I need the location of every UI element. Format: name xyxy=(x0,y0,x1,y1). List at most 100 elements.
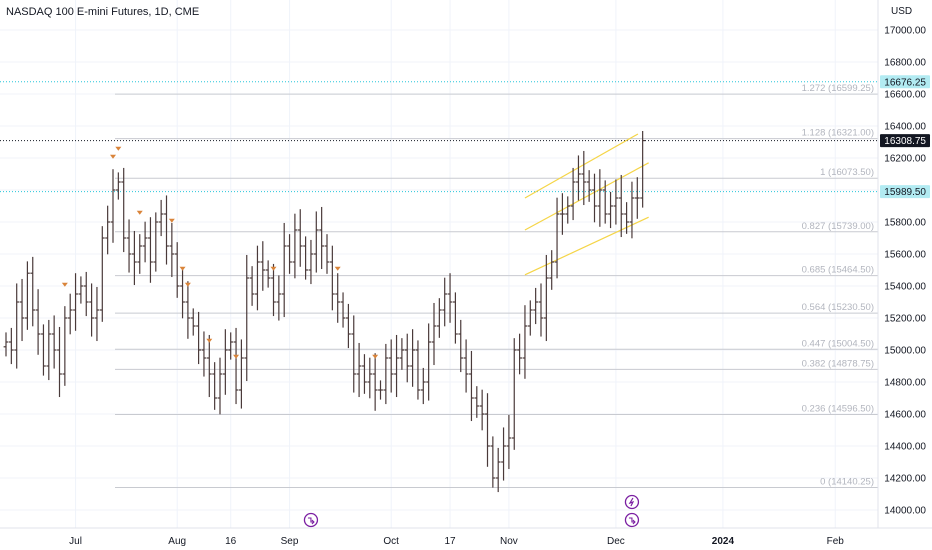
ohlc-bar xyxy=(185,281,191,339)
ohlc-bar xyxy=(62,306,68,386)
x-tick-label: Sep xyxy=(281,536,299,547)
dividend-event-icon[interactable] xyxy=(624,494,640,510)
ohlc-bar xyxy=(383,343,389,405)
ohlc-bar xyxy=(388,339,394,393)
ohlc-bars xyxy=(3,131,646,493)
ohlc-bar xyxy=(608,191,613,229)
price-scale[interactable]: 14000.00 14200.00 14400.00 14600.00 14800.00… xyxy=(877,0,932,550)
ohlc-bar xyxy=(410,329,415,387)
ohlc-bar xyxy=(35,289,41,355)
ohlc-bar xyxy=(89,283,94,337)
fib-level-label: 0.382 (14878.75) xyxy=(802,358,874,369)
ohlc-bar xyxy=(404,333,410,383)
ohlc-bar xyxy=(570,167,576,221)
fib-level-label: 1.128 (16321.00) xyxy=(802,128,874,139)
pattern-markers xyxy=(61,146,379,359)
ohlc-bar xyxy=(14,283,20,369)
fib-level-label: 0 (14140.25) xyxy=(820,477,874,488)
ohlc-bar xyxy=(447,273,453,323)
fib-level-label: 0.564 (15230.50) xyxy=(802,302,874,313)
x-tick-label: Oct xyxy=(383,536,399,547)
price-level-badge-text: 16676.25 xyxy=(884,77,926,88)
ohlc-bar xyxy=(271,263,276,317)
y-tick-label: 16800.00 xyxy=(884,58,926,69)
ohlc-bar xyxy=(153,212,159,272)
ohlc-bar xyxy=(201,331,207,377)
ohlc-bar xyxy=(196,311,201,365)
ohlc-bar xyxy=(169,222,175,278)
chart-title: NASDAQ 100 E-mini Futures, 1D, CME xyxy=(6,6,200,18)
ohlc-bar xyxy=(313,211,319,273)
ohlc-bar xyxy=(554,197,560,279)
ohlc-bar xyxy=(30,256,36,327)
ohlc-bar xyxy=(110,169,116,243)
pattern-marker-icon xyxy=(168,218,175,223)
pattern-marker-icon xyxy=(115,146,122,151)
ohlc-bar xyxy=(495,447,501,493)
fib-retracement: 1.272 (16599.25) 1.128 (16321.00) 1 (16073… xyxy=(115,83,878,489)
ohlc-bar xyxy=(3,332,9,357)
pattern-marker-icon xyxy=(270,266,277,271)
y-tick-label: 14400.00 xyxy=(884,442,926,453)
x-tick-label: Jul xyxy=(69,536,82,547)
ohlc-bar xyxy=(105,205,111,255)
ohlc-bar xyxy=(527,300,533,336)
ohlc-bar xyxy=(543,254,549,342)
ohlc-bar xyxy=(618,174,624,238)
fib-level-label: 0.827 (15739.00) xyxy=(802,221,874,232)
price-level-badge: 15989.50 xyxy=(880,185,930,199)
split-event-icon[interactable] xyxy=(303,512,319,528)
time-axis[interactable]: Jul Aug 16 Sep Oct 17 Nov Dec 2024 Feb xyxy=(0,527,932,547)
channel-line xyxy=(524,162,649,231)
ohlc-bar xyxy=(67,293,73,335)
ohlc-bar xyxy=(217,357,223,415)
ohlc-bar xyxy=(233,327,239,405)
fib-level-label: 0.685 (15464.50) xyxy=(802,265,874,276)
last-price-text: 16308.75 xyxy=(884,136,926,147)
ohlc-bar xyxy=(308,239,314,285)
ohlc-bar xyxy=(378,380,383,400)
ohlc-bar xyxy=(431,302,437,366)
ohlc-bar xyxy=(239,339,244,409)
ohlc-bar xyxy=(132,230,137,286)
ohlc-bar xyxy=(453,292,458,344)
ohlc-bar xyxy=(281,222,287,318)
last-price-badge: 16308.75 xyxy=(880,134,930,148)
fib-level-label: 1.272 (16599.25) xyxy=(802,83,874,94)
grid xyxy=(0,0,878,528)
ohlc-bar xyxy=(362,354,367,394)
currency-label[interactable]: USD xyxy=(891,6,913,17)
ohlc-bar xyxy=(265,260,271,288)
ohlc-bar xyxy=(613,179,619,225)
ohlc-bar xyxy=(501,427,506,481)
ohlc-bar xyxy=(624,202,629,234)
ohlc-bar xyxy=(533,287,539,325)
x-tick-label: 17 xyxy=(444,536,456,547)
pattern-marker-icon xyxy=(136,210,143,215)
ohlc-bar xyxy=(351,315,357,393)
fib-level-label: 0.236 (14596.50) xyxy=(802,404,874,415)
pattern-marker-icon xyxy=(206,338,213,343)
ohlc-bar xyxy=(158,199,164,237)
ohlc-bar xyxy=(490,436,496,488)
ohlc-bar xyxy=(340,292,346,328)
ohlc-bar xyxy=(479,389,485,431)
ohlc-bar xyxy=(260,241,266,291)
ohlc-bar xyxy=(94,286,100,342)
ohlc-bar xyxy=(8,327,14,365)
ohlc-bar xyxy=(228,332,234,360)
ohlc-bar xyxy=(485,393,490,467)
ohlc-bar xyxy=(522,305,528,379)
ohlc-bar xyxy=(442,277,448,327)
ohlc-bar xyxy=(180,269,185,319)
parallel-channel xyxy=(524,133,649,276)
fib-level-label: 1 (16073.50) xyxy=(820,167,874,178)
pattern-marker-icon xyxy=(334,266,341,271)
ohlc-bar xyxy=(46,319,52,381)
split-event-icon[interactable] xyxy=(624,512,640,528)
ohlc-bar xyxy=(629,181,635,239)
pattern-marker-icon xyxy=(233,354,240,359)
pattern-marker-icon xyxy=(179,266,186,271)
